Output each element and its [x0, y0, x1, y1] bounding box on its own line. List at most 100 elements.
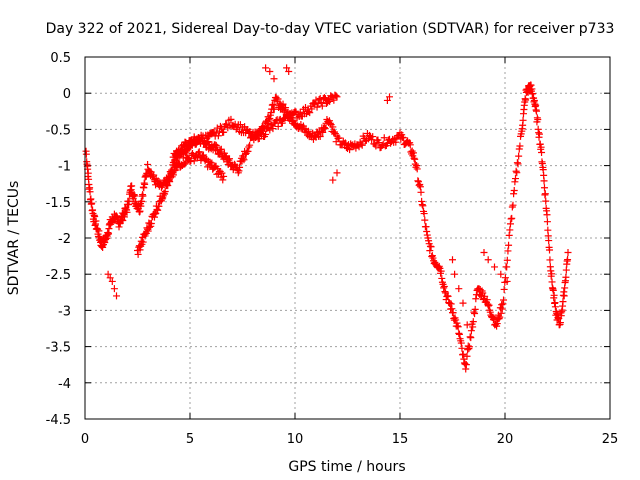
data-point [120, 213, 128, 221]
data-point [88, 199, 96, 207]
data-point [411, 155, 419, 163]
data-point [506, 220, 514, 228]
data-point [296, 108, 304, 116]
data-point [110, 285, 118, 293]
data-point [546, 246, 554, 254]
data-point [246, 141, 254, 149]
data-point [564, 256, 572, 264]
data-point [330, 96, 338, 104]
data-point [123, 208, 131, 216]
data-point [455, 330, 463, 338]
data-point [128, 182, 136, 190]
data-point [172, 166, 180, 174]
data-point [562, 266, 570, 274]
data-point [332, 92, 340, 100]
data-point [147, 220, 155, 227]
data-point [134, 250, 142, 258]
data-point [212, 141, 220, 149]
data-point [131, 192, 139, 200]
data-point [498, 301, 506, 309]
data-point [320, 94, 328, 102]
data-point [358, 141, 366, 149]
grid-lines [85, 57, 610, 419]
plot-frame [84, 56, 611, 420]
data-point [451, 270, 459, 278]
x-tick-label: 20 [497, 432, 514, 447]
data-point [548, 270, 556, 278]
data-point [515, 145, 523, 153]
data-point [86, 188, 94, 196]
data-point [223, 121, 231, 129]
data-point [500, 285, 508, 293]
data-point [497, 309, 505, 317]
data-point [208, 159, 216, 167]
data-point [184, 144, 192, 152]
x-tick-label: 25 [602, 432, 619, 447]
data-point [283, 110, 291, 118]
data-point [278, 119, 286, 127]
data-point [505, 241, 513, 249]
data-point [484, 302, 492, 310]
data-point [82, 150, 90, 158]
data-point [422, 223, 430, 231]
data-point [413, 162, 421, 170]
data-point [317, 99, 325, 107]
data-point [136, 246, 144, 254]
data-point [319, 128, 327, 136]
data-point [541, 190, 549, 198]
data-point [186, 158, 194, 166]
data-point [245, 143, 253, 151]
data-point [428, 253, 436, 261]
data-point [459, 299, 467, 307]
data-point [92, 217, 100, 225]
data-point [270, 105, 278, 113]
data-point [366, 131, 374, 139]
data-point [329, 123, 337, 131]
x-axis-label: GPS time / hours [288, 459, 405, 475]
data-point [125, 197, 133, 205]
data-point [535, 130, 543, 138]
data-point [512, 175, 519, 183]
data-point [306, 109, 314, 117]
data-point [418, 201, 426, 209]
data-point [534, 115, 542, 123]
data-point [471, 305, 479, 313]
data-point [84, 169, 92, 177]
y-tick-label: -0.5 [46, 123, 71, 138]
data-point [455, 329, 463, 337]
data-point [438, 274, 446, 282]
data-point [418, 197, 426, 205]
data-point [217, 145, 225, 153]
data-point [538, 149, 546, 157]
data-point [141, 180, 149, 188]
data-point [313, 103, 321, 111]
data-point [467, 327, 475, 335]
data-point [274, 95, 282, 103]
y-tick-label: -4 [58, 377, 71, 392]
data-point [399, 134, 407, 142]
data-point [181, 160, 189, 168]
data-point [411, 160, 419, 168]
data-point [480, 248, 488, 256]
data-point [512, 167, 520, 175]
data-point [268, 101, 276, 109]
data-point [508, 214, 516, 222]
data-point [386, 93, 393, 101]
data-point [509, 201, 517, 209]
data-point [447, 300, 455, 308]
data-point [522, 96, 530, 104]
data-point [335, 134, 343, 142]
data-point [276, 115, 284, 123]
data-point [496, 313, 504, 321]
data-point [164, 182, 172, 190]
data-point [415, 181, 423, 189]
data-point [458, 344, 466, 352]
data-point [466, 333, 474, 341]
data-point [503, 263, 511, 271]
data-point [220, 172, 228, 180]
data-point [463, 352, 471, 360]
data-point [320, 124, 328, 132]
y-tick-label: 0.5 [50, 51, 71, 66]
data-point [262, 130, 270, 138]
